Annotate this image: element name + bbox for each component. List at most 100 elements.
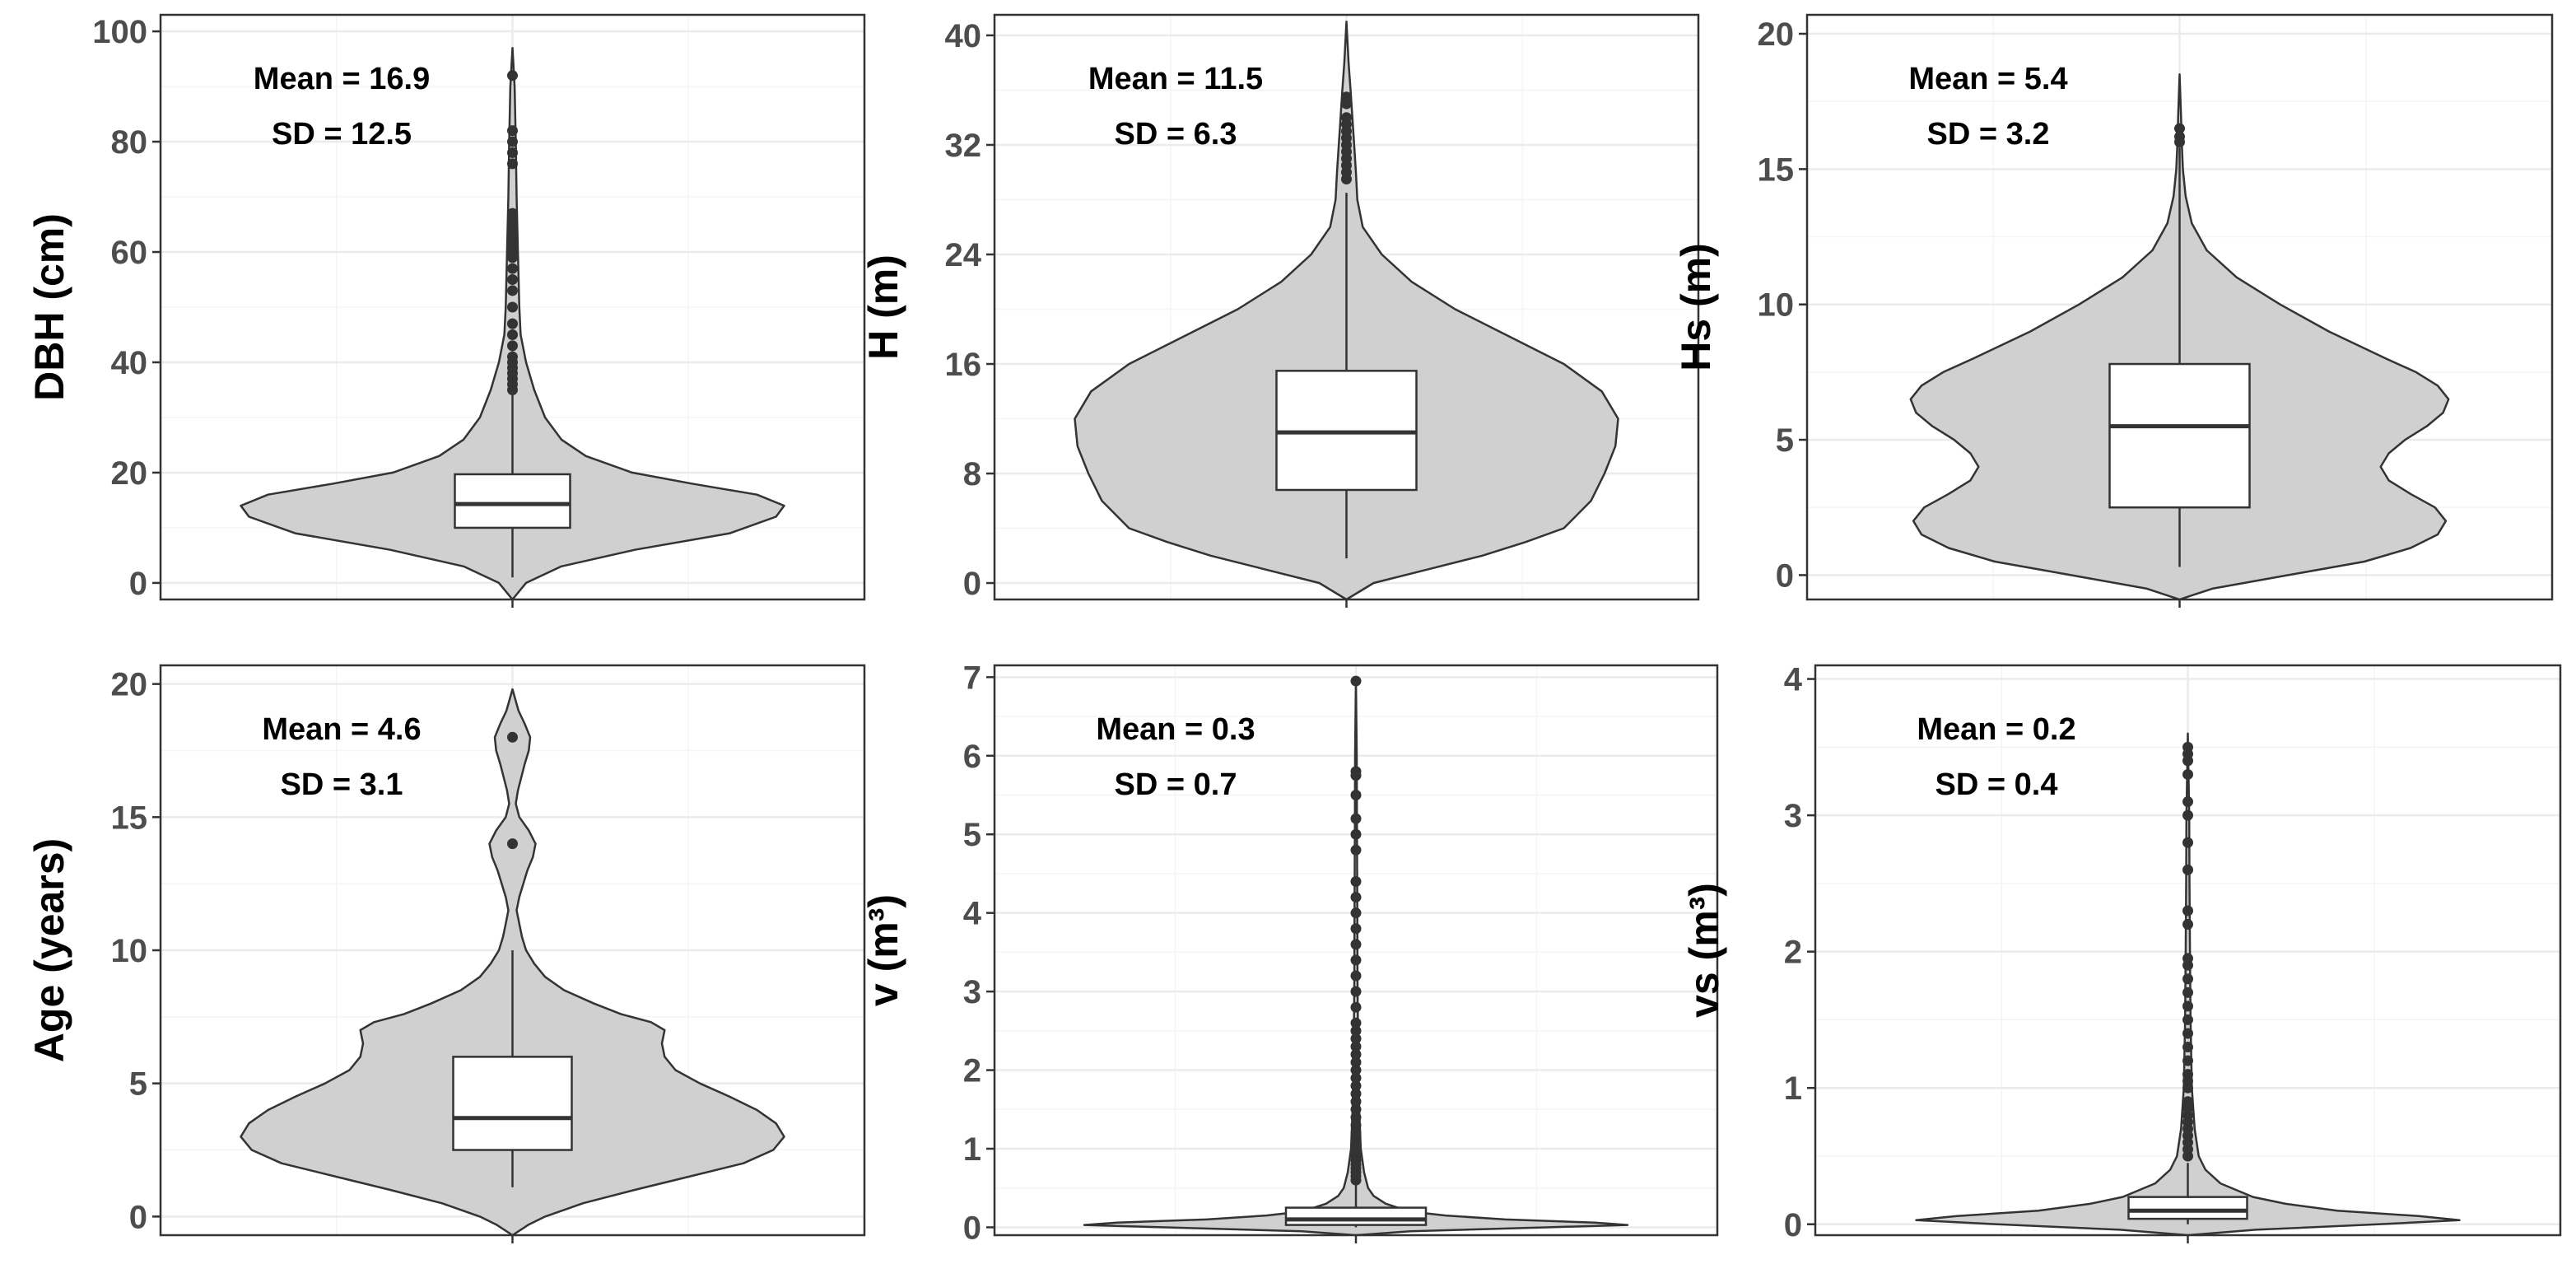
y-axis-title: DBH (cm): [26, 213, 72, 401]
outlier-point: [2182, 768, 2193, 780]
violin-density-shape: [1915, 732, 2461, 1235]
outlier-point: [2174, 123, 2185, 134]
outlier-point: [1350, 766, 1362, 777]
y-tick-label: 20: [111, 455, 148, 492]
y-tick-label: 40: [945, 18, 982, 54]
y-axis-title: vs (m³): [1681, 883, 1727, 1018]
sd-annotation: SD = 0.4: [1935, 767, 2058, 802]
y-tick-label: 5: [1776, 422, 1794, 459]
outlier-point: [507, 125, 518, 137]
y-tick-label: 3: [963, 974, 981, 1010]
y-tick-label: 15: [111, 800, 148, 836]
outlier-point: [507, 838, 518, 850]
y-axis-title: Hs (m): [1673, 243, 1719, 371]
mean-annotation: Mean = 4.6: [262, 712, 421, 747]
panel-4: 0 5 10 15 20 Age (years) Mean = 4.6 SD = 3.1: [26, 664, 866, 1243]
y-axis-title: v (m³): [860, 894, 906, 1006]
outlier-point: [1350, 1025, 1362, 1037]
y-tick-label: 10: [1758, 287, 1795, 324]
outlier-point: [1350, 1080, 1362, 1092]
sd-annotation: SD = 3.1: [281, 767, 403, 802]
sd-annotation: SD = 6.3: [1115, 117, 1237, 152]
outlier-point: [1350, 1096, 1362, 1108]
sd-annotation: SD = 3.2: [1927, 117, 2050, 152]
panel-plot-area: [1807, 15, 2552, 599]
y-tick-label: 0: [129, 566, 147, 602]
y-tick-label: 0: [1784, 1207, 1802, 1243]
y-tick-label: 1: [1784, 1070, 1802, 1107]
outlier-point: [1350, 1088, 1362, 1099]
outlier-point: [1350, 844, 1362, 856]
mean-annotation: Mean = 5.4: [1908, 62, 2067, 96]
y-tick-label: 6: [963, 739, 981, 775]
outlier-point: [1350, 828, 1362, 840]
iqr-box: [2127, 1196, 2248, 1220]
y-tick-label: 0: [1776, 557, 1794, 594]
y-tick-label: 80: [111, 124, 148, 161]
outlier-point: [2182, 741, 2193, 753]
y-tick-label: 2: [963, 1053, 981, 1089]
outlier-point: [507, 285, 518, 296]
outlier-point: [2182, 864, 2193, 875]
y-axis-title: H (m): [860, 254, 906, 360]
outlier-point: [1350, 923, 1362, 935]
outlier-point: [507, 351, 518, 362]
outlier-point: [2182, 905, 2193, 917]
y-tick-label: 4: [1784, 662, 1803, 698]
outlier-point: [1350, 1056, 1362, 1068]
y-tick-label: 16: [945, 347, 982, 383]
outlier-point: [1350, 892, 1362, 903]
iqr-box: [452, 1056, 573, 1151]
outlier-point: [1350, 1048, 1362, 1060]
outlier-point: [1350, 1135, 1362, 1146]
panel-plot-area: [161, 15, 864, 599]
outlier-point: [1350, 1072, 1362, 1084]
panel-3: 0 5 10 15 20 Hs (m) Mean = 5.4 SD = 3.2: [1673, 13, 2554, 608]
outlier-point: [1350, 1033, 1362, 1044]
outlier-point: [2182, 1000, 2193, 1012]
outlier-point: [507, 318, 518, 329]
y-tick-label: 1: [963, 1131, 981, 1168]
y-axis-title: Age (years): [26, 838, 72, 1062]
outlier-point: [1350, 939, 1362, 950]
outlier-point: [1350, 789, 1362, 800]
outlier-point: [1350, 1065, 1362, 1076]
mean-annotation: Mean = 11.5: [1088, 62, 1263, 96]
y-tick-label: 15: [1758, 152, 1795, 188]
outlier-point: [1341, 91, 1352, 103]
y-tick-label: 0: [129, 1199, 147, 1235]
outlier-point: [507, 274, 518, 286]
y-tick-label: 24: [945, 237, 982, 273]
y-tick-label: 40: [111, 345, 148, 381]
y-tick-label: 3: [1784, 798, 1802, 834]
outlier-point: [1350, 1112, 1362, 1123]
outlier-point: [507, 158, 518, 170]
outlier-point: [1350, 1103, 1362, 1115]
y-tick-label: 20: [111, 667, 148, 703]
outlier-point: [507, 731, 518, 743]
outlier-point: [2182, 837, 2193, 848]
outlier-point: [1350, 986, 1362, 997]
panel-1: 0 20 40 60 80 100 DBH (cm) Mean = 16.9 SD = 12.5: [26, 13, 866, 608]
y-tick-label: 32: [945, 128, 982, 164]
y-tick-label: 7: [963, 660, 981, 696]
outlier-point: [2182, 973, 2193, 985]
outlier-point: [2182, 809, 2193, 821]
iqr-box: [454, 473, 571, 529]
outlier-point: [2174, 131, 2185, 142]
panel-plot-area: [995, 665, 1717, 1235]
y-tick-label: 8: [963, 456, 981, 492]
outlier-point: [2182, 919, 2193, 931]
outlier-point: [2182, 1055, 2193, 1066]
outlier-point: [2182, 953, 2193, 964]
outlier-point: [1350, 1127, 1362, 1139]
y-tick-label: 5: [129, 1066, 147, 1103]
sd-annotation: SD = 12.5: [272, 117, 412, 152]
outlier-point: [1341, 112, 1352, 124]
sd-annotation: SD = 0.7: [1115, 767, 1237, 802]
y-tick-label: 60: [111, 235, 148, 271]
y-tick-label: 4: [963, 896, 982, 932]
outlier-point: [2182, 1096, 2193, 1108]
